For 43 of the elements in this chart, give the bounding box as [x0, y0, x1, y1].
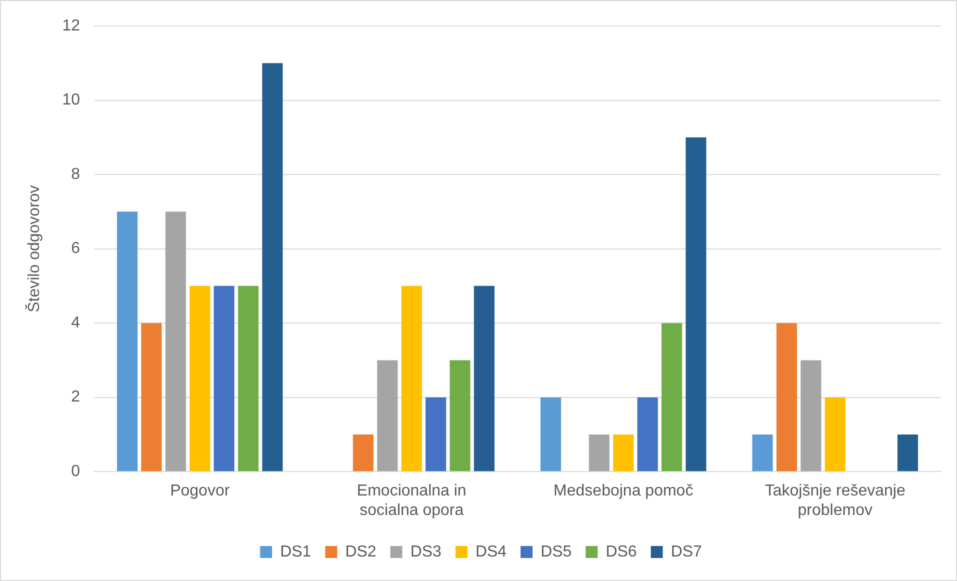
bar	[190, 286, 210, 472]
bar	[116, 212, 138, 472]
bar	[776, 323, 798, 472]
bar	[426, 397, 446, 472]
bar	[661, 323, 682, 472]
x-tick-label: Pogovor	[170, 482, 230, 500]
y-tick-label: 8	[71, 166, 80, 183]
x-tick-label: Takojšnje reševanje problemov	[764, 482, 906, 519]
bar	[141, 323, 162, 472]
y-tick-label: 12	[62, 17, 80, 34]
legend-label: DS2	[345, 543, 376, 560]
bar	[450, 360, 470, 472]
bar	[637, 397, 658, 472]
bar	[540, 397, 562, 472]
bar	[824, 397, 846, 472]
bar	[262, 63, 283, 472]
y-tick-label: 6	[71, 240, 80, 258]
bar	[214, 286, 234, 472]
bar	[752, 434, 773, 472]
bar	[474, 286, 495, 472]
legend-label: DS5	[540, 543, 572, 560]
bar	[588, 434, 610, 472]
legend-label: DS7	[670, 543, 702, 560]
bar	[613, 434, 634, 472]
legend-label: DS4	[475, 543, 507, 560]
bar	[165, 212, 186, 472]
legend-label: DS3	[410, 543, 442, 560]
bar	[800, 360, 822, 472]
bar	[377, 360, 398, 472]
bar	[686, 137, 706, 472]
y-tick-label: 2	[71, 388, 80, 406]
legend-label: DS1	[280, 543, 312, 560]
bar	[352, 434, 374, 472]
x-tick-label: Emocionalna in socialna opora	[356, 482, 466, 519]
y-tick-label: 0	[71, 463, 80, 480]
bar	[401, 286, 422, 472]
y-tick-label: 10	[62, 92, 80, 109]
x-tick-label: Medsebojna pomoč	[554, 482, 694, 500]
y-tick-label: 4	[71, 314, 80, 332]
legend-label: DS6	[606, 543, 637, 560]
y-axis-title: Število odgovorov	[25, 185, 44, 312]
bar	[897, 434, 918, 472]
bar	[238, 286, 259, 472]
